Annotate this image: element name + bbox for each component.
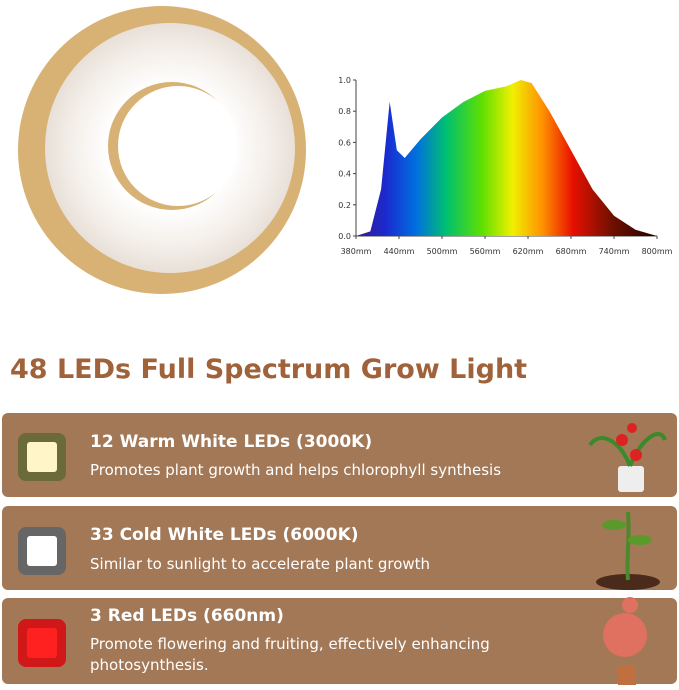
y-tick-label: 0.6 (338, 138, 351, 147)
y-tick-label: 1.0 (338, 76, 351, 85)
page-title: 48 LEDs Full Spectrum Grow Light (10, 354, 528, 385)
y-tick-label: 0.2 (338, 201, 351, 210)
y-tick-label: 0.0 (338, 232, 351, 241)
plant-icons (588, 423, 667, 685)
card-title: 12 Warm White LEDs (3000K) (90, 432, 373, 452)
x-tick-label: 440mm (384, 247, 415, 256)
x-tick-label: 500mm (427, 247, 458, 256)
x-tick-label: 740mm (599, 247, 630, 256)
card-description: Promotes plant growth and helps chloroph… (90, 461, 502, 479)
card-description: Similar to sunlight to accelerate plant … (90, 555, 431, 573)
y-tick-label: 0.8 (338, 107, 351, 116)
x-tick-label: 620mm (513, 247, 544, 256)
card-title: 3 Red LEDs (660nm) (90, 606, 284, 626)
card-description: Promote flowering and fruiting, effectiv… (90, 635, 490, 674)
x-tick-label: 680mm (556, 247, 587, 256)
spectrum-chart: 0.0 0.2 0.4 0.6 0.8 1.0 380mm 440mm 500mm 560mm 62… (338, 76, 672, 256)
spectrum-area (356, 80, 657, 236)
card-title: 33 Cold White LEDs (6000K) (90, 525, 359, 545)
x-tick-label: 800mm (642, 247, 673, 256)
x-tick-label: 380mm (341, 247, 372, 256)
ring-lamp (18, 6, 306, 294)
y-tick-label: 0.4 (338, 170, 351, 179)
x-tick-label: 560mm (470, 247, 501, 256)
led-icons (18, 433, 66, 667)
